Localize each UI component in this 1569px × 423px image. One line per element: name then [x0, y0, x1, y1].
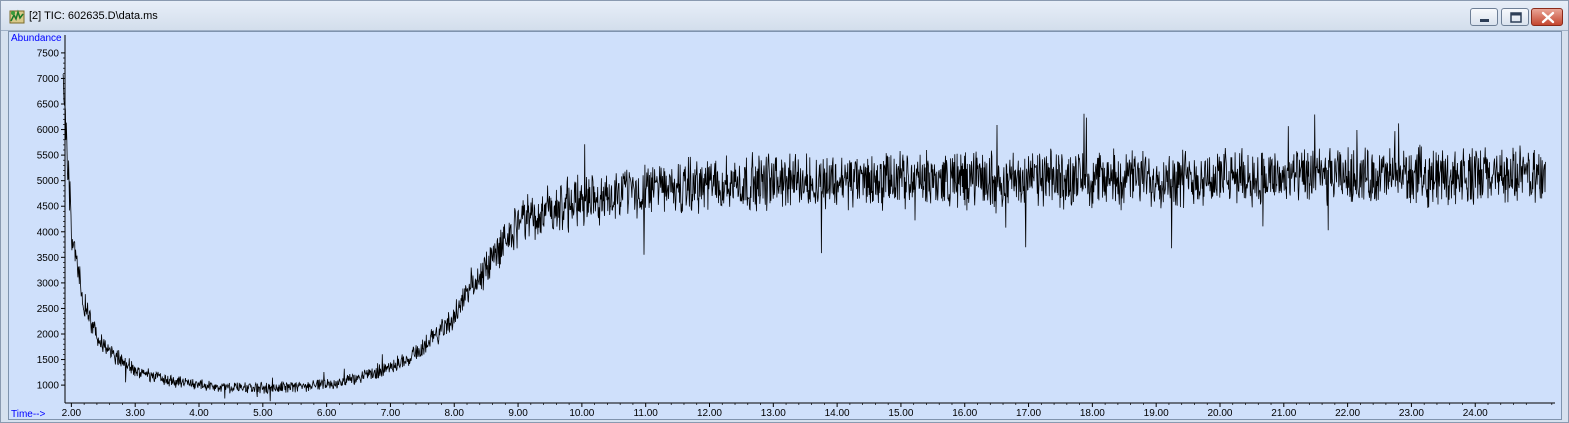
- maximize-icon: [1510, 12, 1522, 23]
- chromatogram-plot[interactable]: Abundance Time--> 1000 1500 2000 2500 3000 3500…: [8, 31, 1562, 420]
- y-tick-label: 5000: [37, 176, 60, 187]
- y-tick-label: 5500: [37, 151, 60, 162]
- x-tick-label: 7.00: [381, 408, 401, 419]
- x-tick-label: 11.00: [634, 408, 659, 419]
- close-button[interactable]: [1531, 8, 1563, 26]
- x-tick-label: 22.00: [1335, 408, 1360, 419]
- x-tick-label: 18.00: [1080, 408, 1105, 419]
- close-icon: [1541, 11, 1555, 24]
- chromatogram-app-icon: [9, 9, 25, 24]
- y-tick-label: 4000: [37, 227, 60, 238]
- x-tick-label: 15.00: [888, 408, 913, 419]
- minimize-button[interactable]: [1470, 8, 1498, 26]
- y-tick-label: 1500: [37, 355, 60, 366]
- x-tick-label: 4.00: [189, 408, 209, 419]
- x-tick-label: 5.00: [253, 408, 273, 419]
- x-tick-label: 2.00: [62, 408, 82, 419]
- y-axis-title: Abundance: [11, 33, 62, 44]
- y-tick-label: 7500: [37, 48, 60, 59]
- maximize-button[interactable]: [1501, 8, 1529, 26]
- minimize-icon: [1480, 19, 1489, 22]
- x-tick-label: 9.00: [508, 408, 528, 419]
- x-tick-label: 10.00: [569, 408, 594, 419]
- y-tick-label: 6500: [37, 100, 60, 111]
- y-tick-label: 6000: [37, 125, 60, 136]
- x-tick-label: 19.00: [1144, 408, 1169, 419]
- title-bar[interactable]: [2] TIC: 602635.D\data.ms: [1, 1, 1568, 31]
- y-tick-label: 2500: [37, 304, 60, 315]
- x-tick-label: 20.00: [1207, 408, 1232, 419]
- x-tick-label: 21.00: [1271, 408, 1296, 419]
- x-axis-title: Time-->: [11, 409, 46, 419]
- x-tick-label: 12.00: [697, 408, 722, 419]
- x-tick-label: 6.00: [317, 408, 337, 419]
- x-tick-label: 14.00: [825, 408, 850, 419]
- y-tick-label: 4500: [37, 202, 60, 213]
- x-tick-label: 23.00: [1399, 408, 1424, 419]
- x-tick-label: 16.00: [952, 408, 977, 419]
- x-tick-label: 3.00: [125, 408, 145, 419]
- y-tick-label: 2000: [37, 330, 60, 341]
- y-tick-label: 3500: [37, 253, 60, 264]
- x-tick-label: 13.00: [761, 408, 786, 419]
- x-tick-label: 24.00: [1463, 408, 1488, 419]
- x-tick-label: 17.00: [1016, 408, 1041, 419]
- x-tick-label: 8.00: [445, 408, 465, 419]
- y-tick-label: 1000: [37, 381, 60, 392]
- window-title: [2] TIC: 602635.D\data.ms: [29, 10, 158, 22]
- tic-chart[interactable]: Abundance Time--> 1000 1500 2000 2500 3000 3500…: [9, 32, 1561, 419]
- y-tick-label: 7000: [37, 74, 60, 85]
- tic-trace[interactable]: [62, 74, 1546, 402]
- y-tick-label: 3000: [37, 278, 60, 289]
